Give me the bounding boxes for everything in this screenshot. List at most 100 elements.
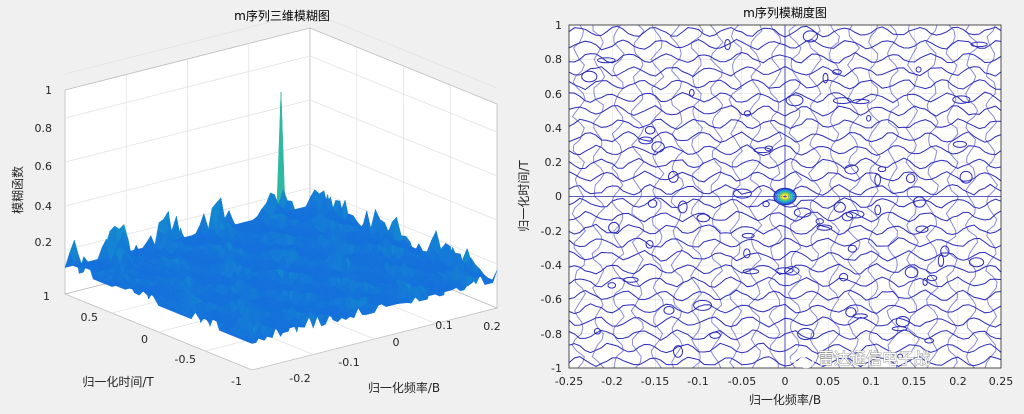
y-axis-label: 归一化时间/T bbox=[82, 375, 154, 389]
x-tick-label: 0.05 bbox=[816, 375, 841, 388]
x-tick-label: -0.1 bbox=[687, 375, 708, 388]
contour-loop bbox=[607, 282, 617, 289]
surface-plot: 0.2 0.4 0.6 0.8 1 1 0.5 0 -0.5 -1 -0.2 -… bbox=[10, 8, 501, 395]
contour-loop bbox=[645, 239, 654, 249]
contour-loop bbox=[638, 136, 654, 145]
contour-loop bbox=[922, 278, 928, 286]
y-tick-label: -0.5 bbox=[175, 353, 196, 366]
contour-loop bbox=[678, 200, 688, 214]
contour-loop bbox=[688, 88, 695, 97]
contour-loop bbox=[696, 213, 711, 223]
x-tick-label: 0.25 bbox=[989, 375, 1014, 388]
wall-gridline bbox=[64, 11, 311, 75]
watermark-text: 雷达通信电子战 bbox=[818, 349, 930, 368]
mainlobe-ring bbox=[781, 193, 789, 200]
contour-loop bbox=[764, 145, 774, 152]
contour-loop bbox=[915, 66, 922, 73]
contour-loop bbox=[924, 337, 935, 344]
contour-loop bbox=[845, 209, 865, 219]
y-tick-label: 0.4 bbox=[545, 122, 563, 135]
x-tick-label: 0.2 bbox=[483, 320, 501, 333]
contour-loop bbox=[970, 41, 988, 48]
contour-loop bbox=[952, 140, 968, 148]
contour-loop bbox=[623, 276, 639, 283]
contour-loop bbox=[891, 326, 908, 332]
contour-loop bbox=[775, 267, 794, 275]
contour-loop bbox=[593, 327, 601, 335]
contour-lines bbox=[568, 24, 1002, 369]
contour-loop bbox=[762, 200, 770, 208]
contour-loop bbox=[673, 345, 684, 358]
contour-loop bbox=[651, 141, 665, 153]
surface-mesh bbox=[64, 91, 498, 344]
z-tick-label: 0.8 bbox=[35, 122, 53, 135]
wechat-icon bbox=[786, 347, 814, 369]
contour-loop bbox=[693, 299, 713, 311]
contour-loop bbox=[952, 95, 971, 104]
contour-loop bbox=[743, 110, 751, 117]
y-tick-label: -0.8 bbox=[541, 328, 562, 341]
y-tick-label: 1 bbox=[43, 290, 50, 303]
x-tick-label: 0.2 bbox=[949, 375, 967, 388]
x-axis-ticks: -0.2 -0.1 0 0.1 0.2 bbox=[289, 319, 500, 385]
contour-y-axis-label: 归一化时间/T bbox=[517, 160, 531, 232]
contour-loop bbox=[832, 97, 852, 105]
x-tick-label: 0 bbox=[393, 336, 400, 349]
contour-loop bbox=[839, 272, 849, 282]
contour-loop bbox=[877, 166, 887, 173]
wall-grid bbox=[64, 11, 498, 289]
z-tick-label: 0.2 bbox=[35, 236, 53, 249]
mainlobe-ring bbox=[776, 190, 794, 203]
mainlobe-contour bbox=[773, 187, 797, 206]
mainlobe-ring bbox=[778, 191, 792, 202]
contour-loop bbox=[663, 305, 675, 315]
contour-loop bbox=[815, 218, 824, 225]
contour-loop bbox=[926, 274, 938, 282]
x-tick-label: 0 bbox=[782, 375, 789, 388]
contour-loop bbox=[904, 266, 919, 279]
contour-loop bbox=[851, 98, 870, 105]
contour-loop bbox=[866, 115, 872, 122]
x-tick-label: -0.05 bbox=[728, 375, 756, 388]
x-tick-label: 0.15 bbox=[902, 375, 927, 388]
contour-loop bbox=[647, 199, 658, 208]
contour-loop bbox=[742, 268, 760, 275]
left-chart-title: m序列三维模糊图 bbox=[234, 8, 330, 23]
y-tick-label: 0 bbox=[555, 190, 562, 203]
contour-loop bbox=[785, 94, 804, 107]
mainlobe-ring bbox=[773, 187, 797, 206]
contour-loop bbox=[608, 221, 620, 234]
y-tick-label: 0.5 bbox=[81, 311, 99, 324]
y-tick-label: 0.6 bbox=[545, 88, 563, 101]
contour-loop bbox=[833, 201, 846, 213]
y-tick-label: -0.2 bbox=[541, 225, 562, 238]
z-axis-label: 模糊函数 bbox=[10, 166, 25, 214]
x-axis-label: 归一化频率/B bbox=[368, 380, 440, 395]
contour-loop bbox=[845, 307, 857, 318]
watermark: 雷达通信电子战 bbox=[786, 347, 931, 369]
contour-loop bbox=[912, 196, 926, 208]
contour-loop bbox=[874, 204, 882, 216]
contour-loop bbox=[724, 39, 731, 51]
contour-loop bbox=[905, 173, 916, 184]
x-tick-label: -0.25 bbox=[555, 375, 583, 388]
y-tick-label: 1 bbox=[555, 19, 562, 32]
x-tick-label: -0.2 bbox=[601, 375, 622, 388]
z-tick-label: 0.4 bbox=[35, 200, 53, 213]
y-tick-label: -0.6 bbox=[541, 293, 562, 306]
contour-loop bbox=[844, 164, 859, 175]
contour-x-ticks: -0.25 -0.2 -0.15 -0.1 -0.05 0 0.05 0.1 0… bbox=[555, 375, 1013, 388]
z-tick-label: 0.6 bbox=[35, 160, 53, 173]
contour-loop bbox=[743, 248, 751, 259]
contour-loop bbox=[940, 245, 950, 257]
contour-loop bbox=[597, 57, 616, 64]
contour-loop bbox=[667, 170, 679, 183]
contour-loop bbox=[937, 254, 945, 268]
contour-loop bbox=[581, 70, 598, 83]
contour-loop bbox=[897, 353, 904, 359]
surface-patch bbox=[305, 189, 315, 207]
z-axis-ticks: 0.2 0.4 0.6 0.8 1 bbox=[35, 84, 53, 249]
contour-loop bbox=[733, 188, 752, 199]
contour-axes-frame bbox=[568, 24, 1002, 369]
